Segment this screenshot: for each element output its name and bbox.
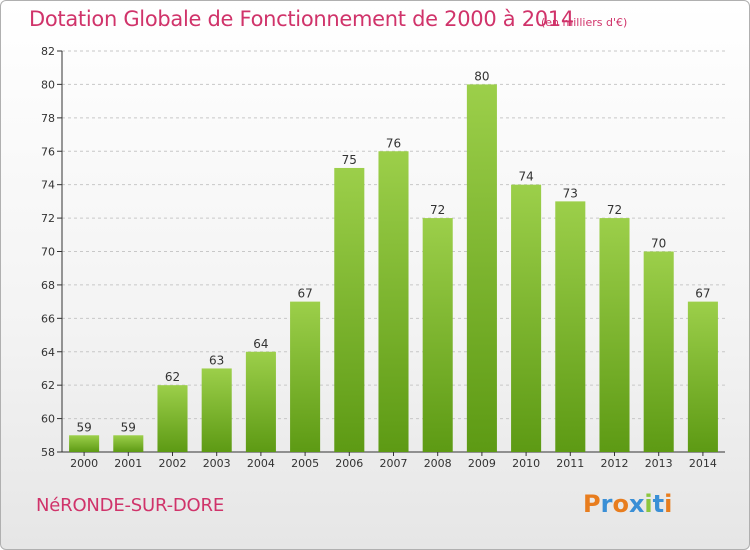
x-tick-label: 2008 (424, 457, 452, 470)
bar-value-label: 75 (342, 153, 357, 167)
logo-letter: o (612, 490, 629, 518)
bar (290, 301, 321, 452)
x-tick-label: 2009 (468, 457, 496, 470)
x-tick-label: 2002 (159, 457, 187, 470)
y-tick-label: 78 (41, 112, 55, 125)
bar (157, 385, 188, 452)
bar-value-label: 64 (253, 337, 268, 351)
bar (113, 435, 144, 452)
bar-value-label: 70 (651, 237, 666, 251)
y-tick-label: 70 (41, 246, 55, 259)
y-tick-label: 76 (41, 145, 55, 158)
bar (555, 201, 586, 452)
y-tick-label: 68 (41, 279, 55, 292)
logo-letter: P (583, 490, 601, 518)
x-tick-label: 2003 (203, 457, 231, 470)
bar (599, 218, 630, 452)
bar-value-label: 72 (430, 203, 445, 217)
bar-value-label: 74 (518, 170, 533, 184)
bar (466, 84, 497, 453)
logo-letter: x (628, 490, 645, 518)
x-tick-label: 2013 (645, 457, 673, 470)
bar (687, 301, 718, 452)
logo-letter: t (652, 490, 665, 518)
logo-letter: i (644, 490, 653, 518)
bar (245, 351, 276, 452)
bar (69, 435, 100, 452)
y-tick-label: 62 (41, 379, 55, 392)
x-tick-label: 2001 (114, 457, 142, 470)
x-tick-label: 2000 (70, 457, 98, 470)
bar-value-label: 72 (607, 203, 622, 217)
bar-value-label: 80 (474, 69, 489, 83)
x-tick-label: 2004 (247, 457, 275, 470)
x-tick-label: 2010 (512, 457, 540, 470)
x-tick-label: 2014 (689, 457, 717, 470)
y-tick-label: 60 (41, 413, 55, 426)
y-tick-label: 80 (41, 78, 55, 91)
bar-value-label: 62 (165, 370, 180, 384)
y-tick-label: 72 (41, 212, 55, 225)
labels: 59 2000 59 2001 62 2002 63 2003 64 2004 67 2005 75 20… (70, 69, 717, 470)
bar-value-label: 59 (121, 420, 136, 434)
y-tick-label: 66 (41, 312, 55, 325)
x-tick-label: 2005 (291, 457, 319, 470)
chart-unit: (en milliers d'€) (541, 16, 628, 29)
bar-value-label: 63 (209, 353, 224, 367)
y-tick-label: 74 (41, 179, 55, 192)
bar (201, 368, 232, 452)
bar-value-label: 76 (386, 136, 401, 150)
logo-letter: r (600, 490, 613, 518)
bar (378, 151, 409, 452)
bars (69, 84, 718, 453)
bar-value-label: 67 (297, 287, 312, 301)
y-tick-label: 64 (41, 346, 55, 359)
bar (422, 218, 453, 452)
x-tick-label: 2011 (556, 457, 584, 470)
y-tick-label: 82 (41, 45, 55, 58)
bar-value-label: 73 (563, 186, 578, 200)
bar (643, 251, 674, 452)
y-tick-label: 58 (41, 446, 55, 459)
x-tick-label: 2012 (601, 457, 629, 470)
bar-value-label: 59 (76, 420, 91, 434)
chart-title: Dotation Globale de Fonctionnement de 20… (29, 7, 574, 31)
bar (334, 167, 365, 453)
bar (511, 184, 542, 452)
proxiti-logo[interactable]: Proxiti (583, 490, 672, 518)
x-tick-label: 2006 (335, 457, 363, 470)
commune-name: NéRONDE-SUR-DORE (36, 495, 224, 516)
bar-value-label: 67 (695, 287, 710, 301)
logo-letter: i (664, 490, 673, 518)
axes: 58 60 62 64 66 68 70 72 74 76 78 80 82 (41, 45, 725, 459)
x-tick-label: 2007 (380, 457, 408, 470)
